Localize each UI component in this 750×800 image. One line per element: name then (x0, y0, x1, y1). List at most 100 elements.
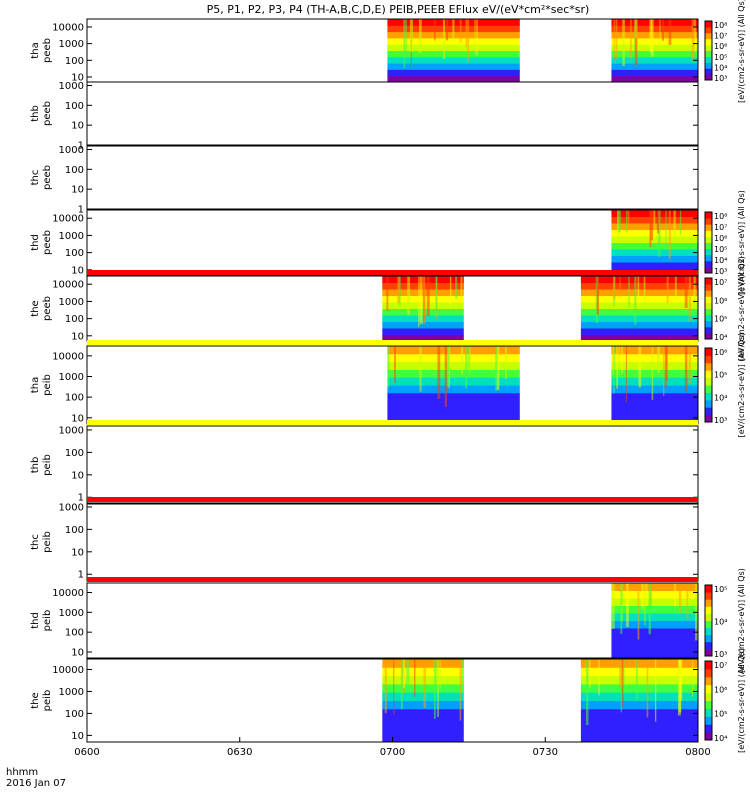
colorbar-swatch (705, 599, 712, 607)
panel-probe-label: thd (30, 234, 41, 251)
spectrogram-streak (615, 19, 618, 60)
y-tick-label: 10000 (52, 588, 84, 599)
colorbar-swatch (705, 68, 712, 75)
colorbar-swatch (705, 676, 712, 686)
colorbar-swatch (705, 407, 712, 416)
y-tick-label: 10 (71, 731, 84, 742)
spectrogram-streak (668, 19, 672, 46)
spectrogram-band (580, 683, 698, 693)
spectrogram-band (580, 282, 698, 290)
spectrogram-band (580, 276, 698, 283)
spectrogram-band (611, 19, 698, 26)
spectrogram-segment (580, 659, 698, 743)
panel-frame (86, 209, 699, 276)
colorbar-swatch (705, 290, 712, 297)
spectrogram-streak (623, 659, 625, 694)
spectrogram-band (580, 667, 698, 677)
spectrogram-streak (419, 346, 422, 392)
y-tick-label: 10000 (52, 214, 84, 225)
y-tick-label: 10 (71, 265, 84, 276)
spectrogram-streak (505, 346, 507, 380)
spectrogram-band (580, 328, 698, 335)
spectrogram-streak (613, 19, 615, 61)
spectrogram-band (611, 635, 698, 644)
spectrogram-streak (449, 276, 452, 307)
spectrogram-band (611, 613, 698, 621)
spectrogram-band (611, 262, 698, 269)
spectrogram-band (611, 408, 698, 417)
x-tick-label: 0700 (380, 747, 405, 758)
spectrogram-streak (668, 210, 671, 259)
spectrogram-band (611, 650, 698, 659)
spectrogram-band (387, 63, 520, 70)
spectrogram-band (611, 31, 698, 39)
colorbar-swatch (705, 212, 712, 219)
colorbar-tick-label: 10⁶ (714, 348, 727, 357)
panel-thd-peib: 10 100 1000 10000 thd peib 10³ 10⁴ 10⁵ [eV/(cm2-s… (30, 568, 746, 673)
spectrogram-band (387, 408, 520, 417)
spectrogram-streak (444, 346, 448, 407)
spectrogram-streak (686, 583, 689, 620)
colorbar-label: [eV/(cm2-s-sr-eV)] (All Qs) (737, 0, 746, 103)
spectrogram-band (387, 369, 520, 378)
spectrogram-band (611, 385, 698, 394)
spectrogram-band (611, 392, 698, 402)
spectrogram-segment (387, 346, 520, 425)
spectrogram-band (611, 242, 698, 250)
spectrogram-band (387, 346, 520, 355)
colorbar-tick-label: 10³ (714, 650, 727, 659)
spectrogram-segment (611, 583, 698, 659)
colorbar-tick-label: 10³ (714, 416, 727, 425)
colorbar-swatch (705, 302, 712, 309)
spectrogram-streak (651, 346, 654, 400)
colorbar-swatch (705, 56, 712, 63)
colorbar-swatch (705, 668, 712, 678)
x-tick-label: 0600 (74, 747, 99, 758)
spectrogram-streak (649, 210, 652, 248)
colorbar-swatch (705, 218, 712, 225)
spectrogram-streak (665, 210, 667, 243)
colorbar-swatch (705, 326, 712, 334)
spectrogram-streak (678, 583, 682, 614)
colorbar-tick-label: 10⁴ (714, 333, 727, 342)
spectrogram-streak (437, 659, 439, 717)
colorbar-swatch (705, 634, 712, 643)
panel-the-peib: 10 100 1000 10000 the peib 10⁴ 10⁵ 10⁶ 10⁷ [eV/(cm… (30, 648, 746, 753)
y-tick-label: 10 (71, 72, 84, 83)
colorbar-tick-label: 10⁸ (714, 212, 727, 221)
spectrogram-streak (659, 19, 661, 49)
spectrogram-band (580, 725, 698, 735)
spectrogram-streak (646, 659, 649, 718)
spectrogram-band (611, 605, 698, 614)
spectrogram-streak (657, 210, 659, 234)
spectrogram-streak (589, 659, 591, 688)
spectrogram-streak (654, 210, 656, 239)
spectrogram-streak (419, 276, 423, 325)
colorbar-tick-label: 10⁶ (714, 234, 727, 243)
spectrogram-band (611, 353, 698, 363)
spectrogram-streak (406, 659, 410, 685)
y-tick-label: 10 (71, 331, 84, 342)
spectrogram-streak (611, 583, 615, 629)
panel-frame (86, 425, 699, 505)
colorbar-swatch (705, 716, 712, 725)
spectrogram-band (611, 590, 698, 599)
spectrogram-segment (611, 19, 698, 83)
spectrogram-streak (384, 659, 387, 714)
spectrogram-streak (679, 210, 682, 235)
spectrogram-band (382, 700, 464, 710)
colorbar-swatch (705, 296, 712, 303)
spectrogram-streak (618, 210, 621, 233)
panel-frame (86, 81, 699, 146)
x-tick-label: 0630 (227, 747, 252, 758)
colorbar-label: [eV/(cm2-s-sr-eV)] (All Qs) (737, 190, 746, 295)
spectrogram-band (611, 628, 698, 636)
spectrogram-band (611, 255, 698, 263)
colorbar-swatch (705, 370, 712, 379)
spectrogram-streak (662, 19, 665, 41)
panel-probe-label: thb (30, 457, 41, 474)
colorbar-swatch (705, 355, 712, 364)
spectrogram-streak (628, 276, 630, 309)
colorbar-swatch (705, 385, 712, 393)
